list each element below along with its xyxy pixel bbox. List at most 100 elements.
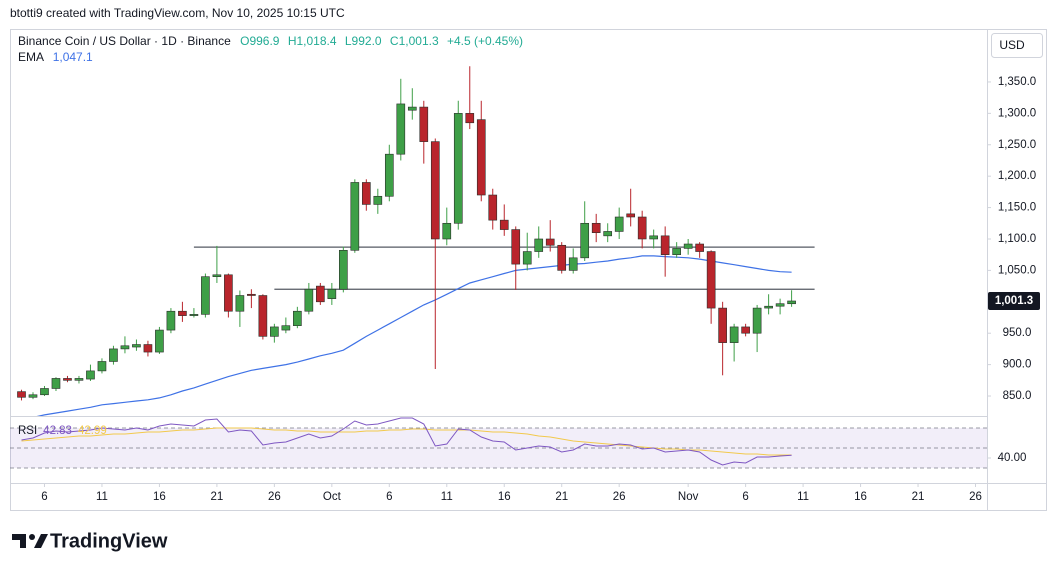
candle-body bbox=[453, 113, 463, 224]
candle-body bbox=[672, 248, 681, 255]
price-tag-box bbox=[988, 291, 1040, 310]
candle-body bbox=[143, 344, 153, 353]
candle-body bbox=[683, 243, 693, 249]
candle-body bbox=[17, 391, 26, 398]
candle-body bbox=[465, 113, 475, 124]
y-tick-label: 900.0 bbox=[1003, 359, 1032, 371]
candle-body bbox=[120, 345, 130, 350]
candle-body bbox=[166, 310, 176, 331]
y-tick-label: 1,350.0 bbox=[998, 76, 1036, 88]
currency[interactable]: USD bbox=[999, 38, 1025, 52]
rsi-ma-line bbox=[21, 427, 792, 456]
rsi-y-tick-label: 40.00 bbox=[998, 452, 1027, 464]
candle-body bbox=[132, 344, 141, 348]
rsi-value: 42.83 bbox=[43, 425, 72, 437]
candle-body bbox=[741, 326, 750, 334]
candle-body bbox=[327, 288, 337, 299]
candle-body bbox=[499, 219, 509, 230]
candle-body bbox=[235, 295, 245, 312]
candle-body bbox=[407, 106, 417, 111]
candle-body bbox=[637, 216, 647, 240]
candle-body bbox=[534, 238, 544, 252]
candle-body bbox=[718, 307, 727, 343]
x-tick-label: 11 bbox=[441, 491, 453, 503]
candle-body bbox=[545, 238, 555, 246]
candle-body bbox=[74, 378, 84, 381]
candle-body bbox=[97, 361, 107, 372]
axes: 850.0900.0950.01,000.01,050.01,100.01,15… bbox=[18, 76, 1040, 503]
x-tick-label: 6 bbox=[742, 491, 748, 503]
rsi-legend: RSI 42.83 42.99 bbox=[18, 425, 107, 437]
x-tick-label: 11 bbox=[797, 491, 809, 503]
x-tick-label: Nov bbox=[678, 491, 699, 503]
x-tick-label: 26 bbox=[268, 491, 281, 503]
x-tick-label: 21 bbox=[912, 491, 925, 503]
candle-body bbox=[764, 305, 773, 309]
candle-body bbox=[649, 235, 658, 240]
candle-body bbox=[281, 325, 291, 331]
x-tick-label: 16 bbox=[854, 491, 867, 503]
candle-body bbox=[40, 388, 49, 396]
y-tick-label: 1,050.0 bbox=[998, 264, 1036, 276]
candle-body bbox=[361, 182, 371, 205]
rsi-line bbox=[21, 417, 792, 466]
candle-body bbox=[603, 231, 613, 237]
candle-body bbox=[660, 235, 670, 255]
candle-body bbox=[304, 288, 314, 312]
ohlc-high: H1,018.4 bbox=[288, 34, 337, 48]
candle-body bbox=[591, 222, 601, 234]
ema-name: EMA bbox=[18, 50, 44, 64]
price-pane bbox=[17, 66, 815, 416]
candle-body bbox=[350, 182, 360, 251]
y-tick-label: 1,100.0 bbox=[998, 233, 1036, 245]
candle-body bbox=[384, 153, 394, 197]
ema-legend: EMA 1,047.1 bbox=[18, 50, 93, 64]
chart-frame bbox=[10, 29, 1047, 511]
candle-body bbox=[752, 307, 762, 334]
candle-body bbox=[396, 103, 406, 155]
candle-body bbox=[557, 244, 567, 271]
candle-body bbox=[626, 213, 636, 218]
x-tick-label: 26 bbox=[969, 491, 982, 503]
y-tick-label: 1,300.0 bbox=[998, 107, 1036, 119]
price-tag: 1,001.3 bbox=[995, 295, 1033, 307]
rsi-name: RSI bbox=[18, 425, 37, 437]
ohlc-change: +4.5 (+0.45%) bbox=[447, 34, 523, 48]
currency-button[interactable] bbox=[991, 33, 1043, 58]
candle-body bbox=[109, 348, 118, 362]
candle-body bbox=[614, 216, 624, 232]
x-tick-label: 21 bbox=[210, 491, 223, 503]
ohlc-close: C1,001.3 bbox=[390, 34, 439, 48]
candle-body bbox=[316, 285, 325, 303]
legend: Binance Coin / US Dollar · 1D · Binance … bbox=[18, 34, 523, 48]
candle-body bbox=[511, 229, 521, 265]
candle-body bbox=[568, 257, 578, 271]
chart-title: Binance Coin / US Dollar · 1D · Binance bbox=[18, 34, 231, 48]
rsi-pane bbox=[10, 417, 987, 469]
y-tick-label: 950.0 bbox=[1003, 327, 1032, 339]
ohlc-low: L992.0 bbox=[345, 34, 382, 48]
x-tick-label: 11 bbox=[96, 491, 108, 503]
y-tick-label: 850.0 bbox=[1003, 390, 1032, 402]
ema-value: 1,047.1 bbox=[53, 50, 93, 64]
logo: TradingView bbox=[12, 530, 168, 552]
x-tick-label: 16 bbox=[153, 491, 166, 503]
candle-body bbox=[339, 249, 348, 290]
candle-body bbox=[706, 251, 716, 309]
candle-body bbox=[270, 326, 279, 337]
x-tick-label: 6 bbox=[41, 491, 47, 503]
candle-body bbox=[201, 276, 210, 315]
x-tick-label: 21 bbox=[555, 491, 568, 503]
candle-body bbox=[51, 378, 61, 389]
y-tick-label: 1,200.0 bbox=[998, 170, 1036, 182]
ohlc-open: O996.9 bbox=[240, 34, 280, 48]
candle-body bbox=[775, 303, 785, 307]
candle-body bbox=[430, 141, 440, 240]
y-tick-label: 1,250.0 bbox=[998, 139, 1036, 151]
rsi-value: 42.99 bbox=[78, 425, 107, 437]
header: btotti9 created with TradingView.com, No… bbox=[10, 6, 345, 20]
candle-body bbox=[419, 106, 429, 142]
y-tick-label: 1,150.0 bbox=[998, 202, 1036, 214]
candle-body bbox=[442, 222, 452, 240]
